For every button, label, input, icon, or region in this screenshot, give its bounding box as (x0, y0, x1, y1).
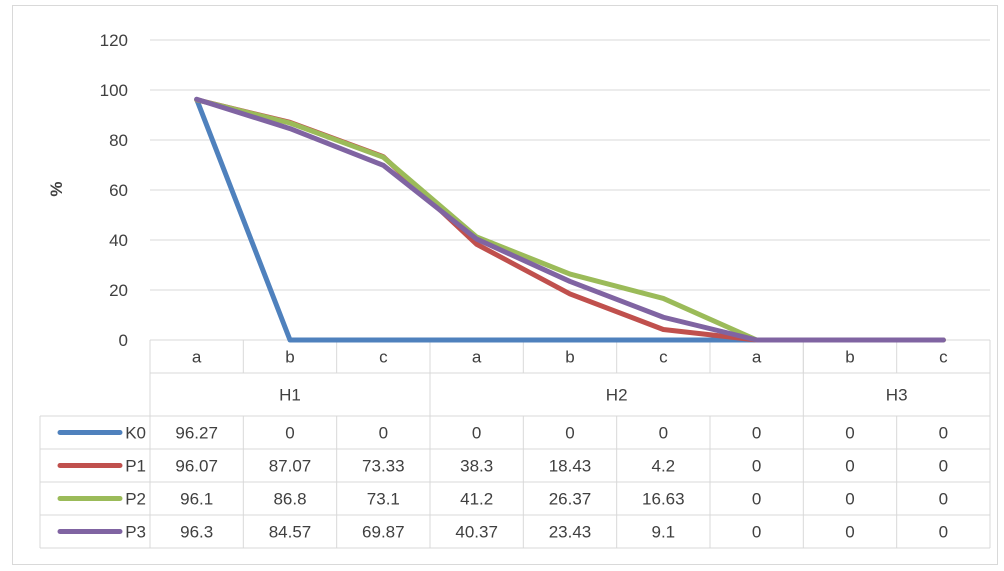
data-label: 86.8 (273, 490, 306, 509)
legend-label: P2 (125, 490, 146, 509)
data-label: 0 (752, 523, 761, 542)
data-label: 0 (939, 457, 948, 476)
category-label: a (192, 348, 202, 367)
data-label: 0 (845, 490, 854, 509)
series-lines (194, 96, 946, 343)
legend-label: K0 (125, 424, 146, 443)
data-label: 0 (939, 424, 948, 443)
y-axis-label: % (47, 181, 66, 196)
data-label: 84.57 (269, 523, 312, 542)
data-label: 0 (752, 457, 761, 476)
data-table: H1 H2 H3 a b c a b c a b c K0 96.27 0 0 0 0 0 0 0 0 P1 96.07 87.… (39, 340, 991, 549)
data-label: 26.37 (549, 490, 592, 509)
group-label: H1 (279, 386, 301, 405)
y-tick-label: 20 (109, 281, 128, 300)
legend-label: P3 (125, 523, 146, 542)
data-label: 38.3 (460, 457, 493, 476)
data-label: 73.33 (362, 457, 405, 476)
data-label: 0 (845, 457, 854, 476)
data-label: 96.27 (175, 424, 218, 443)
y-tick-label: 60 (109, 181, 128, 200)
data-label: 0 (845, 523, 854, 542)
data-label: 0 (472, 424, 481, 443)
data-label: 23.43 (549, 523, 592, 542)
data-label: 0 (565, 424, 574, 443)
data-label: 0 (752, 490, 761, 509)
category-label: a (752, 348, 762, 367)
legend-label: P1 (125, 457, 146, 476)
category-label: b (845, 348, 854, 367)
y-tick-label: 80 (109, 131, 128, 150)
category-label: c (379, 348, 388, 367)
group-label: H3 (886, 386, 908, 405)
chart-frame (12, 5, 998, 565)
data-label: 73.1 (367, 490, 400, 509)
data-label: 0 (845, 424, 854, 443)
y-axis-ticks: 0 20 40 60 80 100 120 (100, 31, 128, 350)
y-tick-label: 40 (109, 231, 128, 250)
data-label: 0 (939, 523, 948, 542)
data-label: 0 (939, 490, 948, 509)
data-label: 0 (379, 424, 388, 443)
data-label: 4.2 (652, 457, 676, 476)
data-label: 96.3 (180, 523, 213, 542)
data-label: 0 (659, 424, 668, 443)
data-label: 69.87 (362, 523, 405, 542)
category-label: b (565, 348, 574, 367)
y-tick-label: 120 (100, 31, 128, 50)
data-label: 87.07 (269, 457, 312, 476)
data-label: 41.2 (460, 490, 493, 509)
data-label: 96.1 (180, 490, 213, 509)
group-label: H2 (606, 386, 628, 405)
y-tick-label: 0 (119, 331, 128, 350)
data-label: 0 (752, 424, 761, 443)
category-label: b (285, 348, 294, 367)
data-label: 96.07 (175, 457, 218, 476)
data-label: 18.43 (549, 457, 592, 476)
category-label: a (472, 348, 482, 367)
category-label: c (659, 348, 668, 367)
data-label: 0 (285, 424, 294, 443)
data-label: 9.1 (652, 523, 676, 542)
data-label: 40.37 (455, 523, 498, 542)
series-line (194, 96, 946, 343)
category-label: c (939, 348, 948, 367)
data-label: 16.63 (642, 490, 685, 509)
y-tick-label: 100 (100, 81, 128, 100)
